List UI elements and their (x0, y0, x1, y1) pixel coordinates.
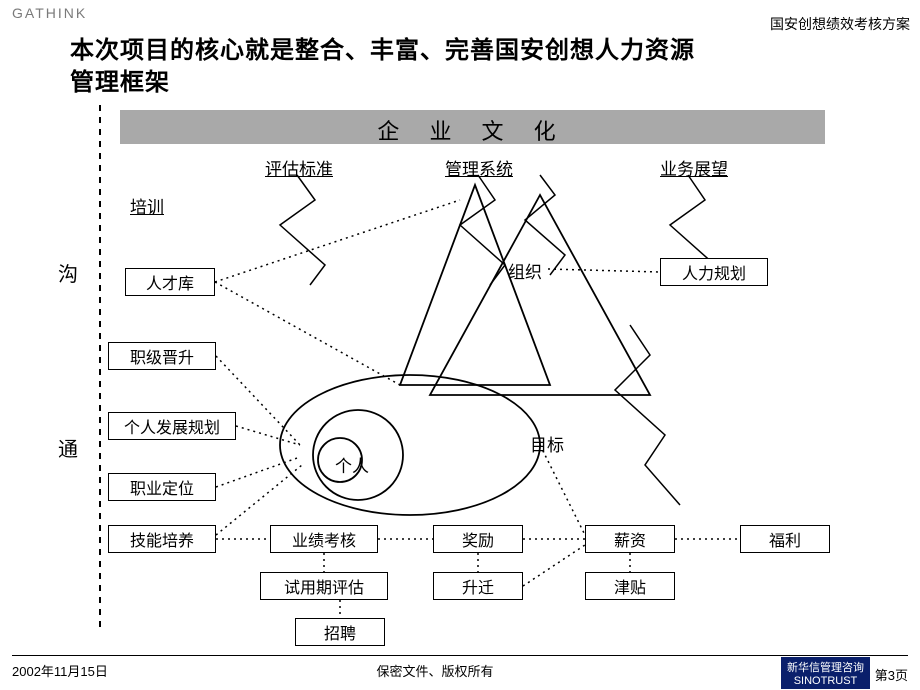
title-line2: 管理框架 (70, 69, 170, 96)
box-talent-pool: 人才库 (125, 268, 215, 296)
box-dev-plan: 个人发展规划 (108, 412, 236, 440)
diagram-area: 企 业 文 化 沟 通 培训 评估标准 管理系统 业务展望人才库 人力规划职级晋升个人发… (0, 105, 920, 635)
logo: GATHINK (12, 5, 87, 21)
box-performance: 业绩考核 (270, 525, 378, 553)
diagram-svg (0, 105, 920, 635)
vertical-comm-label-1: 沟 (58, 258, 78, 287)
sinotrust-bottom: SINOTRUST (787, 675, 864, 687)
page-title: 本次项目的核心就是整合、丰富、完善国安创想人力资源 管理框架 (70, 35, 695, 100)
box-promotion: 职级晋升 (108, 342, 216, 370)
label-goal: 目标 (530, 431, 564, 456)
culture-bar: 企 业 文 化 (120, 110, 825, 144)
underlined-label-0: 培训 (130, 193, 164, 218)
box-welfare: 福利 (740, 525, 830, 553)
vertical-comm-label-2: 通 (58, 433, 78, 462)
underlined-label-1: 评估标准 (265, 155, 333, 180)
sinotrust-top: 新华信管理咨询 (787, 659, 864, 675)
underlined-label-3: 业务展望 (660, 155, 728, 180)
label-org: 组织 (508, 258, 542, 283)
title-line1: 本次项目的核心就是整合、丰富、完善国安创想人力资源 (70, 37, 695, 64)
footer-page: 第3页 (875, 665, 908, 684)
footer-divider (12, 655, 908, 656)
box-career-pos: 职业定位 (108, 473, 216, 501)
box-promotion2: 升迁 (433, 572, 523, 600)
underlined-label-2: 管理系统 (445, 155, 513, 180)
box-allowance: 津贴 (585, 572, 675, 600)
box-recruit: 招聘 (295, 618, 385, 646)
box-hr-plan: 人力规划 (660, 258, 768, 286)
project-label: 国安创想绩效考核方案 (770, 14, 910, 34)
box-award: 奖励 (433, 525, 523, 553)
label-person: 个人 (335, 452, 369, 477)
box-skill-train: 技能培养 (108, 525, 216, 553)
footer-sinotrust-badge: 新华信管理咨询 SINOTRUST (781, 657, 870, 689)
box-probation: 试用期评估 (260, 572, 388, 600)
box-salary: 薪资 (585, 525, 675, 553)
